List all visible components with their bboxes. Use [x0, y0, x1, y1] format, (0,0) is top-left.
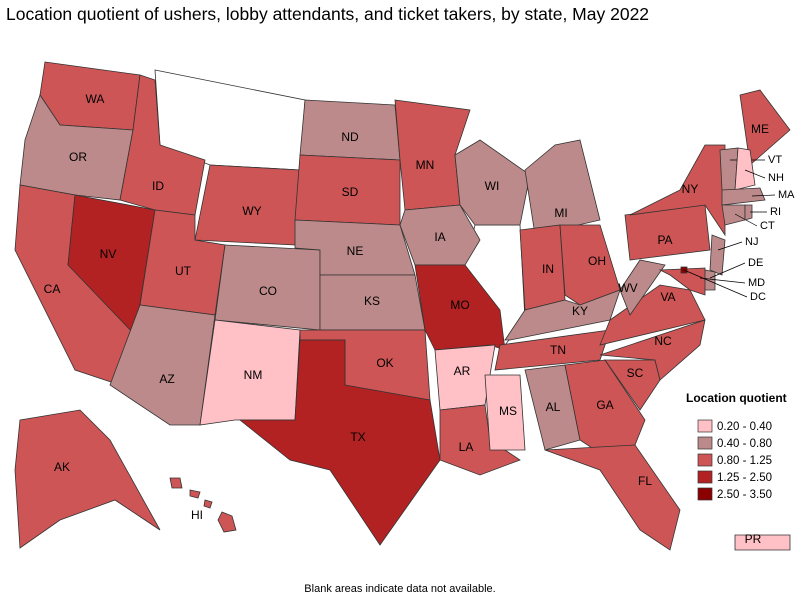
state-label: ME: [751, 122, 769, 136]
state-label: AK: [54, 460, 70, 474]
legend-label: 2.50 - 3.50: [717, 489, 772, 501]
state-label: SD: [342, 185, 359, 199]
state-label: CO: [259, 284, 277, 298]
leader-line: [699, 277, 746, 284]
state-label: MO: [450, 298, 469, 312]
legend-label: 1.25 - 2.50: [717, 472, 772, 484]
state-label: NH: [768, 172, 784, 184]
state-label: NC: [654, 334, 672, 348]
state-label: MI: [554, 206, 567, 220]
state-shape: [599, 319, 706, 381]
state-shape: [524, 139, 601, 236]
state-label: NJ: [745, 236, 758, 248]
state-shape: [189, 489, 201, 499]
legend-label: 0.80 - 1.25: [717, 455, 772, 467]
state-label: AR: [454, 364, 471, 378]
state-label: LA: [459, 440, 474, 454]
state-label: DE: [748, 257, 763, 269]
state-label: TX: [350, 430, 365, 444]
state-label: IN: [542, 262, 554, 276]
legend-swatch: [697, 487, 713, 501]
state-shape: [599, 284, 706, 346]
state-label: FL: [638, 474, 652, 488]
state-label: SC: [627, 366, 644, 380]
map-title: Location quotient of ushers, lobby atten…: [6, 4, 649, 24]
state-label: HI: [191, 508, 203, 522]
legend-swatch: [697, 436, 713, 450]
state-label: ND: [341, 130, 359, 144]
state-label: VT: [768, 154, 782, 166]
state-shape: [484, 374, 526, 451]
state-label: WV: [618, 281, 637, 295]
state-shape: [739, 89, 791, 166]
state-label: IA: [434, 230, 445, 244]
state-label: KY: [572, 304, 588, 318]
state-label: MS: [499, 404, 517, 418]
leader-line: [683, 269, 748, 298]
state-label: OR: [69, 150, 87, 164]
state-label: OK: [376, 356, 393, 370]
state-label: AZ: [159, 372, 174, 386]
leader-line: [751, 194, 776, 197]
state-shape: [504, 289, 621, 341]
state-shape: [744, 204, 753, 221]
state-shape: [734, 534, 791, 551]
states: WA OR CA NV ID WY UT AZ CO NM ND SD NE KS OK TX MN IA MO AR…: [14, 61, 795, 551]
footnote: Blank areas indicate data not available.: [304, 583, 495, 595]
legend-label: 0.20 - 0.40: [717, 421, 772, 433]
state-label: PA: [657, 233, 672, 247]
state-shape: [544, 444, 681, 551]
state-label: ID: [152, 179, 164, 193]
state-label: MN: [416, 158, 435, 172]
state-shape: [169, 477, 183, 489]
state-label: CT: [760, 220, 775, 232]
legend-swatch: [697, 470, 713, 484]
state-label: UT: [175, 264, 192, 278]
state-label: MA: [778, 189, 795, 201]
state-shape: [109, 304, 216, 426]
state-shape: [709, 234, 726, 276]
state-shape: [734, 147, 756, 191]
state-label: PR: [745, 532, 762, 546]
leader-line: [709, 262, 746, 279]
state-label: RI: [770, 206, 781, 218]
state-shape: [203, 499, 213, 509]
state-shape: [14, 409, 161, 549]
leader-line: [717, 241, 743, 251]
state-label: TN: [550, 343, 566, 357]
legend: 0.20 - 0.40 0.40 - 0.80 0.80 - 1.25 1.25 - …: [697, 419, 772, 501]
state-shape: [454, 139, 531, 226]
state-label: AL: [546, 400, 561, 414]
state-label: WA: [86, 92, 105, 106]
state-shape: [721, 204, 746, 226]
state-label: GA: [596, 398, 613, 412]
state-shape: [19, 94, 134, 201]
state-label: DC: [750, 291, 766, 303]
state-shape: [658, 267, 706, 296]
state-label: WY: [242, 204, 261, 218]
state-label: NY: [682, 182, 699, 196]
state-label: KS: [364, 294, 380, 308]
legend-label: 0.40 - 0.80: [717, 438, 772, 450]
state-shape: [414, 264, 506, 351]
state-shape: [217, 511, 237, 533]
state-shape: [238, 339, 441, 546]
state-label: CA: [44, 282, 61, 296]
legend-swatch: [697, 453, 713, 467]
state-label: NE: [347, 244, 364, 258]
state-label: MD: [748, 277, 765, 289]
state-label: NV: [100, 247, 117, 261]
state-label: NM: [244, 368, 263, 382]
state-shape: [619, 259, 666, 316]
legend-swatch: [697, 419, 713, 433]
leader-line: [744, 169, 766, 179]
state-shape: [439, 404, 521, 476]
state-label: OH: [588, 254, 606, 268]
state-label: VA: [660, 290, 675, 304]
state-shape: [721, 187, 766, 206]
legend-title: Location quotient: [686, 391, 787, 405]
state-label: WI: [485, 179, 500, 193]
